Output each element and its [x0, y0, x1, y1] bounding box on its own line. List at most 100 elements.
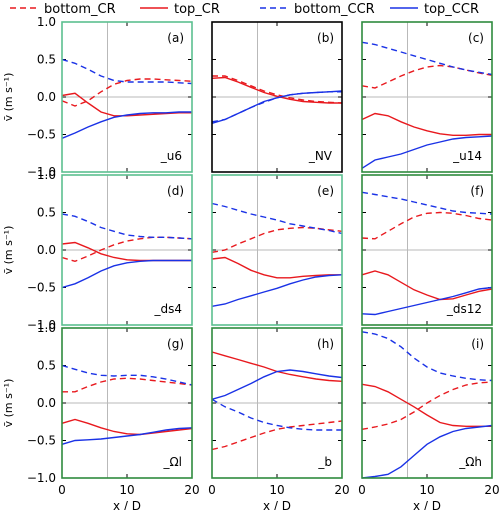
series-line-bottom-cr [361, 64, 493, 89]
x-tick-label: 0 [208, 483, 216, 497]
x-tick-label: 0 [58, 483, 66, 497]
y-axis-label: v̄ (m s⁻¹) [2, 379, 15, 428]
series-line-top-cr [361, 270, 493, 301]
series-line-top-ccr [361, 135, 493, 169]
y-tick-label: 0.0 [37, 396, 56, 410]
series-line-top-ccr [211, 274, 343, 307]
legend-label: bottom_CCR [294, 2, 375, 17]
panel-c: (c) _u14 [361, 21, 493, 173]
y-tick-label: −1.0 [27, 471, 56, 485]
panel-h: (h) _b 0 10 20 x / D [208, 327, 350, 510]
y-tick-label: −1.0 [27, 318, 56, 332]
legend-label: top_CR [174, 2, 220, 17]
panel-frame [361, 327, 493, 479]
legend-item-top-cr: top_CR [140, 2, 220, 17]
panel-name: _ds12 [446, 302, 482, 316]
panel-name: _b [317, 455, 332, 469]
panel-frame [61, 174, 193, 326]
series-line-top-ccr [61, 427, 193, 445]
panel-frame [211, 327, 343, 479]
panel-frame [211, 174, 343, 326]
x-tick-label: 20 [334, 483, 349, 497]
panel-letter: (b) [317, 31, 334, 45]
series-line-top-cr [61, 241, 192, 262]
series-line-top-cr [211, 351, 343, 382]
y-tick-label: 0.0 [37, 90, 56, 104]
panel-name: _Ωl [162, 455, 182, 469]
panel-e: (e) [211, 174, 343, 326]
y-tick-label: 1.0 [37, 321, 56, 335]
panel-letter: (e) [317, 184, 334, 198]
series-line-top-cr [361, 112, 492, 137]
panel-a: (a) _u6 1.0 0.5 0.0 −0.5 −1.0 v̄ (m s⁻¹) [2, 15, 193, 179]
series-line-bottom-cr [61, 236, 193, 263]
panel-letter: (c) [468, 31, 484, 45]
panel-frame [61, 21, 193, 173]
series-line-bottom-cr [211, 420, 343, 451]
x-tick-label: 10 [419, 483, 434, 497]
series-line-top-ccr [361, 286, 493, 316]
series-line-bottom-ccr [211, 398, 342, 431]
x-tick-label: 10 [269, 483, 284, 497]
y-tick-label: −0.5 [27, 281, 56, 295]
series-line-bottom-ccr [361, 331, 493, 382]
panel-g: (g) _Ωl 1.0 0.5 0.0 −0.5 −1.0 v̄ (m s⁻¹) 0 10 20 x … [2, 321, 200, 510]
panel-name: _u14 [452, 149, 482, 163]
series-line-bottom-cr [211, 226, 343, 253]
series-line-bottom-ccr [61, 58, 193, 85]
panel-frame [211, 21, 343, 173]
legend-label: top_CCR [424, 2, 479, 17]
panel-letter: (f) [470, 184, 484, 198]
series-line-bottom-ccr [61, 364, 193, 386]
series-line-top-ccr [61, 259, 192, 289]
legend-item-bottom-ccr: bottom_CCR [260, 2, 375, 17]
series-line-top-ccr [211, 369, 343, 400]
panel-frame [61, 327, 193, 479]
panel-letter: (g) [167, 337, 184, 351]
series-line-top-cr [61, 92, 192, 117]
panel-letter: (h) [317, 337, 334, 351]
panel-letter: (i) [471, 337, 484, 351]
y-tick-label: −1.0 [27, 165, 56, 179]
panel-frame [361, 21, 493, 173]
panel-letter: (d) [167, 184, 184, 198]
series-line-bottom-ccr [361, 191, 493, 215]
series-line-bottom-cr [62, 377, 193, 393]
y-tick-label: 0.5 [37, 53, 56, 67]
y-tick-label: 1.0 [37, 168, 56, 182]
panel-i: (i) _Ωh 0 10 20 x / D [358, 327, 500, 510]
series-line-bottom-cr [361, 211, 493, 240]
series-line-top-ccr [61, 111, 192, 139]
panel-name: _u6 [160, 149, 182, 163]
x-tick-label: 10 [119, 483, 134, 497]
x-tick-label: 20 [184, 483, 199, 497]
series-line-bottom-cr [361, 381, 493, 430]
panel-b: (b) _NV [211, 21, 343, 173]
panel-name: _Ωh [458, 455, 482, 469]
panel-f: (f) _ds12 [361, 174, 493, 326]
series-line-top-cr [211, 76, 342, 104]
series-line-bottom-ccr [361, 41, 493, 76]
series-line-top-cr [361, 383, 492, 427]
panel-name: _ds4 [153, 302, 182, 316]
y-tick-label: −0.5 [27, 434, 56, 448]
x-tick-label: 0 [358, 483, 366, 497]
legend-item-bottom-cr: bottom_CR [10, 2, 116, 17]
series-line-top-cr [61, 418, 193, 436]
panel-letter: (a) [167, 31, 184, 45]
x-axis-label: x / D [113, 499, 141, 510]
panel-d: (d) _ds4 1.0 0.5 0.0 −0.5 −1.0 v̄ (m s⁻¹) [2, 168, 193, 332]
series-line-top-ccr [211, 90, 343, 124]
series-line-bottom-ccr [61, 213, 193, 240]
series-line-top-cr [211, 256, 342, 279]
panel-frame [361, 174, 493, 326]
y-tick-label: 0.5 [37, 206, 56, 220]
legend-label: bottom_CR [44, 2, 116, 17]
y-tick-label: 1.0 [37, 15, 56, 29]
y-tick-label: 0.0 [37, 243, 56, 257]
series-line-top-ccr [361, 424, 493, 479]
x-axis-label: x / D [413, 499, 441, 510]
y-tick-label: −0.5 [27, 128, 56, 142]
series-line-bottom-cr [212, 75, 343, 104]
